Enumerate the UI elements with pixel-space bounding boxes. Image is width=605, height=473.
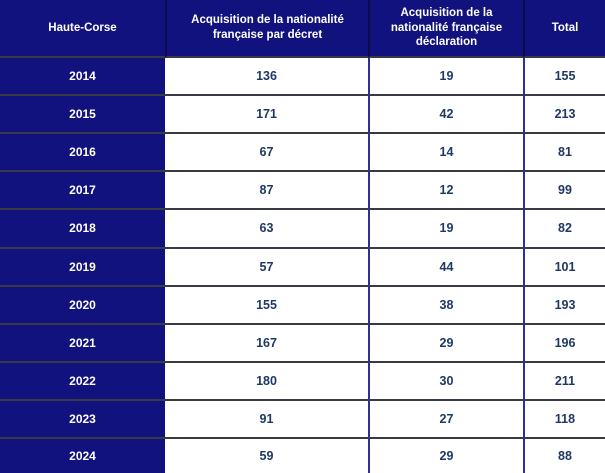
declaration-value: 19	[368, 58, 523, 97]
declaration-value: 38	[368, 286, 523, 325]
total-value: 211	[523, 362, 605, 401]
decret-value: 67	[165, 134, 368, 173]
table-row: 2019 57 44 101	[0, 248, 605, 287]
year-cell: 2021	[0, 324, 165, 363]
total-value: 196	[523, 324, 605, 363]
header-region: Haute-Corse	[0, 0, 165, 58]
year-cell: 2023	[0, 400, 165, 440]
total-value: 88	[523, 439, 605, 473]
total-value: 118	[523, 400, 605, 440]
declaration-value: 44	[368, 248, 523, 287]
header-row: Haute-Corse Acquisition de la nationalit…	[0, 0, 605, 58]
year-cell: 2020	[0, 286, 165, 325]
table-row: 2014 136 19 155	[0, 58, 605, 97]
decret-value: 180	[165, 362, 368, 401]
total-value: 99	[523, 172, 605, 211]
total-value: 193	[523, 286, 605, 325]
declaration-value: 14	[368, 134, 523, 173]
year-cell: 2017	[0, 172, 165, 211]
year-cell: 2024	[0, 439, 165, 473]
header-acquisition-declaration: Acquisition de la nationalité française …	[368, 0, 523, 58]
total-value: 81	[523, 134, 605, 173]
table-row: 2017 87 12 99	[0, 172, 605, 211]
table-row: 2015 171 42 213	[0, 96, 605, 135]
table-row: 2022 180 30 211	[0, 362, 605, 401]
year-cell: 2014	[0, 58, 165, 97]
total-value: 155	[523, 58, 605, 97]
declaration-value: 27	[368, 400, 523, 440]
table-row: 2018 63 19 82	[0, 210, 605, 249]
table-row: 2023 91 27 118	[0, 400, 605, 440]
table-row: 2024 59 29 88	[0, 439, 605, 473]
decret-value: 91	[165, 400, 368, 440]
decret-value: 155	[165, 286, 368, 325]
declaration-value: 12	[368, 172, 523, 211]
declaration-value: 42	[368, 96, 523, 135]
declaration-value: 30	[368, 362, 523, 401]
declaration-value: 29	[368, 439, 523, 473]
table-row: 2020 155 38 193	[0, 286, 605, 325]
decret-value: 57	[165, 248, 368, 287]
total-value: 213	[523, 96, 605, 135]
year-cell: 2016	[0, 134, 165, 173]
decret-value: 136	[165, 58, 368, 97]
declaration-value: 29	[368, 324, 523, 363]
header-acquisition-decret: Acquisition de la nationalité française …	[165, 0, 368, 58]
year-cell: 2015	[0, 96, 165, 135]
year-cell: 2022	[0, 362, 165, 401]
header-total: Total	[523, 0, 605, 58]
decret-value: 59	[165, 439, 368, 473]
year-cell: 2019	[0, 248, 165, 287]
decret-value: 87	[165, 172, 368, 211]
total-value: 82	[523, 210, 605, 249]
decret-value: 167	[165, 324, 368, 363]
table-row: 2021 167 29 196	[0, 324, 605, 363]
decret-value: 63	[165, 210, 368, 249]
declaration-value: 19	[368, 210, 523, 249]
total-value: 101	[523, 248, 605, 287]
decret-value: 171	[165, 96, 368, 135]
table-row: 2016 67 14 81	[0, 134, 605, 173]
year-cell: 2018	[0, 210, 165, 249]
